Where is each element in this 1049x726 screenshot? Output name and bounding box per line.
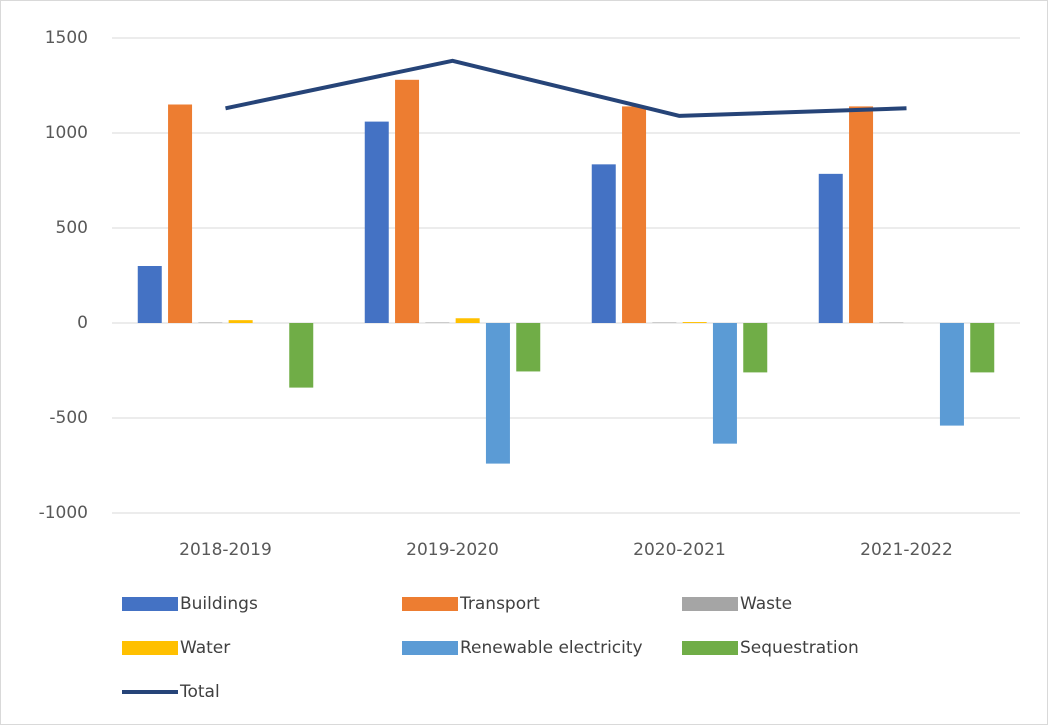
y-tick-label: 1000 [45, 123, 88, 143]
legend-swatch [682, 597, 738, 611]
x-tick-label: 2019-2020 [406, 540, 499, 560]
legend-label: Total [179, 682, 220, 702]
bar [712, 323, 737, 444]
bar [743, 323, 768, 373]
bar [198, 322, 223, 323]
y-tick-label: 1500 [45, 28, 88, 48]
legend-label: Sequestration [740, 638, 859, 658]
bar [849, 106, 874, 324]
x-tick-label: 2021-2022 [860, 540, 953, 560]
y-tick-label: 0 [77, 313, 88, 333]
y-tick-label: -500 [49, 408, 88, 428]
legend-swatch [122, 641, 178, 655]
x-tick-label: 2020-2021 [633, 540, 726, 560]
bar [364, 121, 389, 323]
line [225, 58, 907, 118]
bar [622, 106, 647, 324]
bar [455, 318, 480, 323]
bar [168, 104, 193, 323]
legend-label: Water [180, 638, 230, 658]
bar [289, 323, 314, 388]
bar [970, 323, 995, 373]
bar [652, 322, 677, 323]
legend-swatch [122, 597, 178, 611]
bar [682, 322, 707, 323]
bar [425, 322, 450, 323]
bar [137, 266, 162, 323]
legend-label: Transport [459, 594, 540, 614]
bar [516, 323, 541, 372]
legend-label: Buildings [180, 594, 258, 614]
bar [228, 320, 253, 323]
bar [939, 323, 964, 426]
legend-label: Waste [740, 594, 792, 614]
bar [591, 164, 616, 323]
y-tick-label: -1000 [39, 503, 88, 523]
legend-swatch [402, 641, 458, 655]
bar [818, 173, 843, 323]
y-tick-label: 500 [56, 218, 88, 238]
legend-swatch [402, 597, 458, 611]
legend-label: Renewable electricity [460, 638, 643, 658]
legend-swatch [682, 641, 738, 655]
bar [485, 323, 510, 464]
x-tick-label: 2018-2019 [179, 540, 272, 560]
legend: Buildings Transport Waste Water Renewable el… [122, 594, 859, 702]
bar [879, 322, 904, 323]
bar [395, 79, 420, 323]
